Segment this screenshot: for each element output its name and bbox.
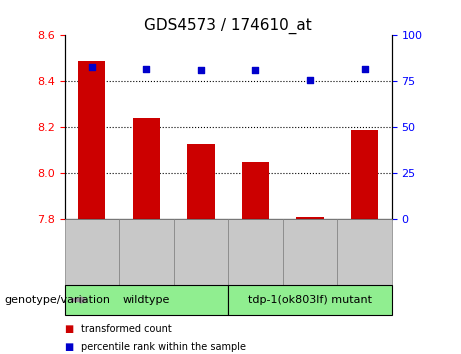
- Title: GDS4573 / 174610_at: GDS4573 / 174610_at: [144, 18, 312, 34]
- Point: [88, 64, 95, 69]
- Bar: [296, 217, 324, 219]
- Bar: [78, 61, 106, 219]
- Bar: [187, 143, 214, 219]
- Text: percentile rank within the sample: percentile rank within the sample: [81, 342, 246, 352]
- Bar: [242, 162, 269, 219]
- Point: [197, 68, 205, 73]
- Text: transformed count: transformed count: [81, 324, 171, 334]
- Text: ■: ■: [65, 324, 74, 334]
- Text: tdp-1(ok803lf) mutant: tdp-1(ok803lf) mutant: [248, 295, 372, 305]
- Bar: [133, 118, 160, 219]
- Text: wildtype: wildtype: [123, 295, 170, 305]
- Point: [361, 66, 368, 72]
- Point: [252, 68, 259, 73]
- Bar: [351, 130, 378, 219]
- Text: genotype/variation: genotype/variation: [5, 295, 111, 305]
- Text: ■: ■: [65, 342, 74, 352]
- Point: [306, 77, 313, 82]
- Point: [142, 66, 150, 72]
